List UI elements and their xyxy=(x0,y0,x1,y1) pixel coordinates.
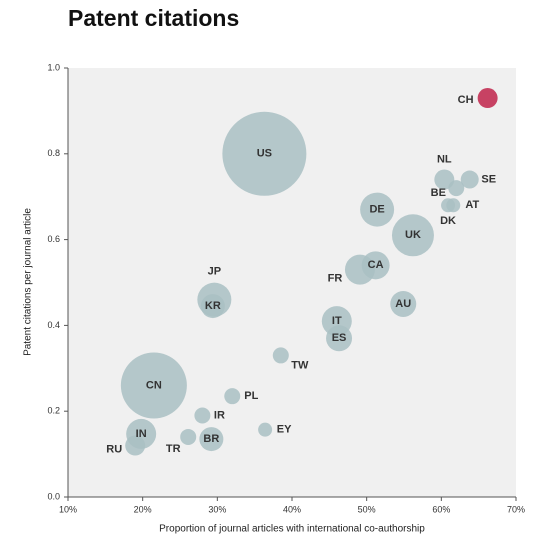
bubble-label: FR xyxy=(328,273,343,285)
x-tick-label: 30% xyxy=(208,504,226,514)
x-tick-label: 10% xyxy=(59,504,77,514)
bubble-label: AU xyxy=(395,298,411,310)
bubble-label: IT xyxy=(332,315,342,327)
bubble xyxy=(272,347,289,364)
bubble xyxy=(326,325,353,352)
bubble xyxy=(200,294,225,319)
bubble xyxy=(222,111,307,196)
bubble xyxy=(125,435,146,456)
x-tick-label: 70% xyxy=(507,504,525,514)
bubble xyxy=(390,290,417,317)
bubble-label: CN xyxy=(146,379,162,391)
y-tick-label: 0.0 xyxy=(47,491,60,501)
bubble-label: BR xyxy=(203,433,219,445)
y-tick-label: 0.2 xyxy=(47,406,60,416)
bubble xyxy=(224,388,241,405)
bubble xyxy=(344,254,375,285)
y-tick-label: 0.4 xyxy=(47,320,60,330)
y-tick-label: 1.0 xyxy=(47,62,60,72)
bubble-label: SE xyxy=(481,173,496,185)
bubble xyxy=(448,180,465,197)
bubble xyxy=(477,88,498,109)
x-tick-label: 40% xyxy=(283,504,301,514)
bubble xyxy=(460,170,479,189)
bubble xyxy=(199,427,224,452)
bubble-label: CH xyxy=(458,94,474,106)
bubble xyxy=(391,214,434,257)
bubble-label: RU xyxy=(106,443,122,455)
bubble-label: IR xyxy=(214,409,225,421)
x-tick-label: 50% xyxy=(358,504,376,514)
y-tick-label: 0.8 xyxy=(47,148,60,158)
bubble-label: EY xyxy=(277,424,292,436)
bubble-label: TW xyxy=(291,359,309,371)
bubble-label: NL xyxy=(437,153,452,165)
bubble-label: ES xyxy=(332,332,347,344)
x-tick-label: 20% xyxy=(134,504,152,514)
y-axis-label: Patent citations per journal article xyxy=(23,208,34,356)
bubble xyxy=(180,428,197,445)
bubble xyxy=(360,192,395,227)
bubble xyxy=(441,198,456,213)
bubble-label: TR xyxy=(166,443,181,455)
bubble xyxy=(120,352,187,419)
bubble-label: DK xyxy=(440,215,456,227)
bubble-label: US xyxy=(257,148,272,160)
bubble-label: DE xyxy=(369,203,384,215)
bubble-label: JP xyxy=(208,266,221,278)
x-tick-label: 60% xyxy=(432,504,450,514)
bubble-label: AT xyxy=(465,199,479,211)
y-tick-label: 0.6 xyxy=(47,234,60,244)
bubble-label: CA xyxy=(368,259,384,271)
chart-title: Patent citations xyxy=(68,5,239,31)
bubble-label: IN xyxy=(136,428,147,440)
bubble-label: PL xyxy=(244,390,258,402)
bubble xyxy=(258,422,273,437)
bubble-label: KR xyxy=(205,300,221,312)
bubble-label: UK xyxy=(405,229,421,241)
bubble-label: BE xyxy=(431,187,446,199)
bubble xyxy=(194,407,211,424)
x-axis-label: Proportion of journal articles with inte… xyxy=(159,524,425,535)
